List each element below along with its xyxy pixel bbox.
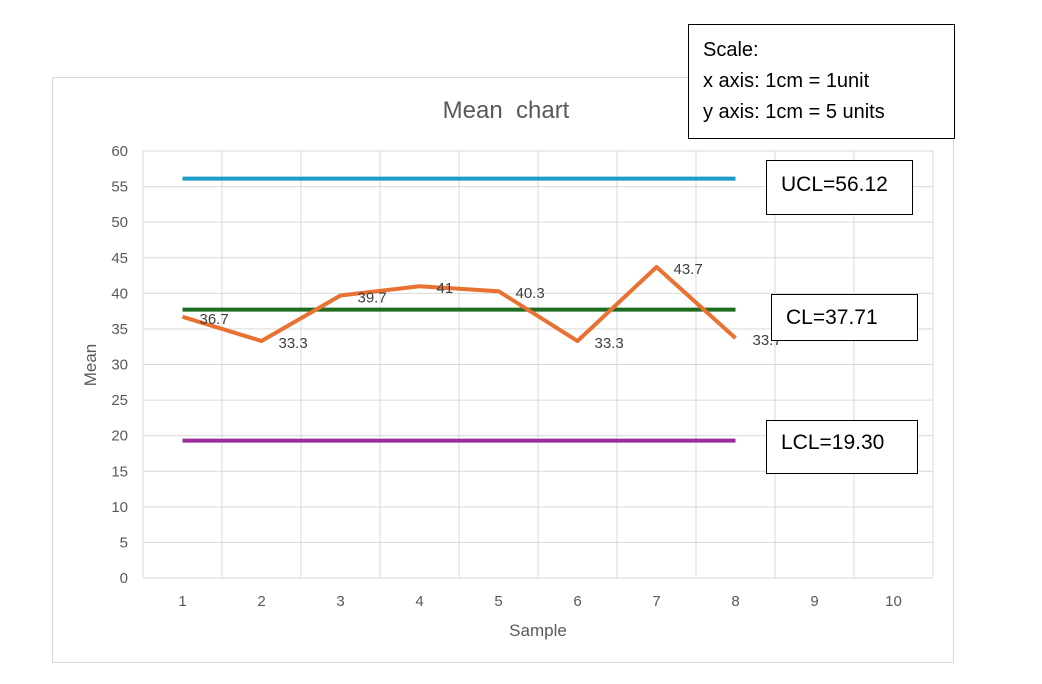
y-tick-label: 15 xyxy=(111,463,128,480)
y-tick-label: 40 xyxy=(111,285,128,302)
y-tick-label: 5 xyxy=(120,534,128,551)
x-axis-label: Sample xyxy=(509,621,567,640)
scale-x-text: x axis: 1cm = 1unit xyxy=(703,70,870,92)
x-tick-label: 10 xyxy=(885,593,902,610)
ucl-text: UCL=56.12 xyxy=(781,173,888,196)
scale-y-text: y axis: 1cm = 5 units xyxy=(703,101,885,123)
y-tick-label: 45 xyxy=(111,250,128,267)
ucl-callout: UCL=56.12 xyxy=(766,160,913,215)
cl-callout: CL=37.71 xyxy=(771,294,918,341)
y-tick-label: 30 xyxy=(111,357,128,374)
y-axis-label: Mean xyxy=(81,344,100,387)
data-label: 33.3 xyxy=(279,335,308,352)
scale-note-box: Scale: x axis: 1cm = 1unit y axis: 1cm =… xyxy=(688,24,955,139)
y-axis-ticks: 0 5 10 15 20 25 30 35 40 45 50 55 60 xyxy=(111,143,128,587)
data-label: 39.7 xyxy=(358,289,387,306)
series-lines xyxy=(181,176,737,443)
series-line-mean xyxy=(181,265,737,344)
y-tick-label: 50 xyxy=(111,214,128,231)
scale-title: Scale: xyxy=(703,39,759,61)
y-tick-label: 25 xyxy=(111,392,128,409)
data-labels: 36.733.339.741 40.333.343.733.7 xyxy=(200,261,782,352)
chart-title: Mean chart xyxy=(443,97,570,124)
x-tick-label: 1 xyxy=(178,593,186,610)
gridlines xyxy=(142,150,934,579)
y-tick-label: 35 xyxy=(111,321,128,338)
y-tick-label: 55 xyxy=(111,179,128,196)
y-tick-label: 60 xyxy=(111,143,128,160)
data-label: 33.3 xyxy=(595,335,624,352)
x-tick-label: 5 xyxy=(494,593,502,610)
data-label: 41 xyxy=(437,280,454,297)
y-tick-label: 0 xyxy=(120,570,128,587)
y-tick-label: 10 xyxy=(111,499,128,516)
y-tick-label: 20 xyxy=(111,428,128,445)
data-label: 43.7 xyxy=(674,261,703,278)
x-tick-label: 8 xyxy=(731,593,739,610)
x-tick-label: 4 xyxy=(415,593,423,610)
x-tick-label: 2 xyxy=(257,593,265,610)
x-tick-label: 9 xyxy=(810,593,818,610)
data-label: 36.7 xyxy=(200,311,229,328)
x-axis-ticks: 1 2 3 4 5 6 7 8 9 10 xyxy=(178,593,902,610)
x-tick-label: 6 xyxy=(573,593,581,610)
lcl-text: LCL=19.30 xyxy=(781,431,885,454)
data-label: 40.3 xyxy=(516,285,545,302)
lcl-callout: LCL=19.30 xyxy=(766,420,918,474)
x-tick-label: 7 xyxy=(652,593,660,610)
cl-text: CL=37.71 xyxy=(786,306,878,329)
x-tick-label: 3 xyxy=(336,593,344,610)
